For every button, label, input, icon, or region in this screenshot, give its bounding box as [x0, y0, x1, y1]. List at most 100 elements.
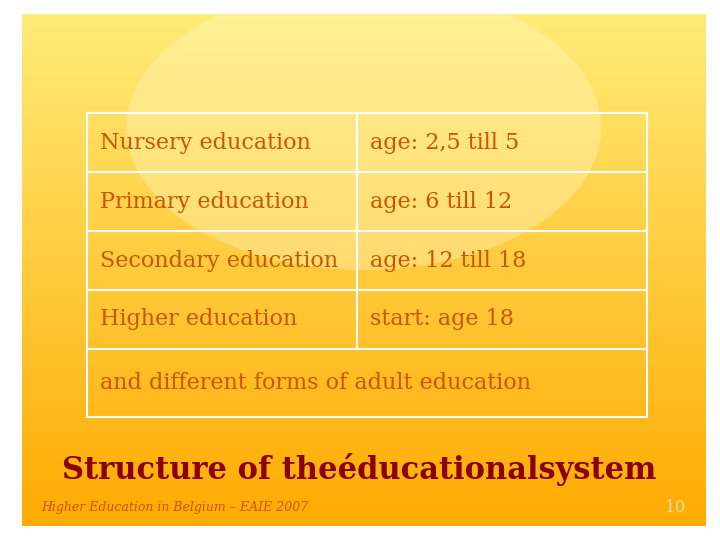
- Bar: [22, 209, 706, 212]
- Bar: [22, 185, 706, 188]
- Bar: [22, 191, 706, 193]
- Bar: [22, 443, 706, 446]
- Bar: [22, 71, 706, 73]
- Bar: [22, 182, 706, 185]
- Bar: [22, 461, 706, 463]
- Bar: [22, 100, 706, 103]
- Bar: [22, 153, 706, 156]
- Bar: [22, 303, 706, 306]
- Bar: [22, 346, 706, 349]
- Bar: [22, 510, 706, 512]
- Text: Structure of theéducationalsystem: Structure of theéducationalsystem: [62, 453, 657, 486]
- Bar: [22, 414, 706, 417]
- Bar: [22, 491, 706, 494]
- Bar: [22, 502, 706, 504]
- Bar: [22, 257, 706, 260]
- Bar: [22, 197, 706, 200]
- Bar: [22, 110, 706, 113]
- Text: age: 12 till 18: age: 12 till 18: [371, 249, 527, 272]
- Bar: [22, 23, 706, 25]
- Bar: [22, 471, 706, 474]
- Bar: [22, 139, 706, 142]
- Text: Nursery education: Nursery education: [100, 132, 311, 154]
- Bar: [22, 252, 706, 255]
- Bar: [22, 469, 706, 471]
- Text: Secondary education: Secondary education: [100, 249, 338, 272]
- Bar: [22, 237, 706, 239]
- Bar: [22, 380, 706, 383]
- Bar: [22, 68, 706, 70]
- Bar: [22, 97, 706, 99]
- Bar: [22, 170, 706, 173]
- Bar: [22, 91, 706, 94]
- Bar: [22, 122, 706, 125]
- Bar: [22, 132, 706, 135]
- Bar: [22, 163, 706, 166]
- Bar: [22, 18, 706, 21]
- Bar: [22, 221, 706, 224]
- Bar: [22, 187, 706, 190]
- Bar: [22, 464, 706, 467]
- Bar: [22, 204, 706, 207]
- Bar: [22, 264, 706, 267]
- Bar: [22, 338, 706, 340]
- Bar: [22, 387, 706, 390]
- Bar: [22, 177, 706, 179]
- Bar: [22, 228, 706, 231]
- Bar: [22, 16, 706, 19]
- Bar: [22, 503, 706, 506]
- Bar: [22, 226, 706, 229]
- Bar: [22, 184, 706, 186]
- Bar: [22, 305, 706, 308]
- Bar: [22, 330, 706, 333]
- Bar: [22, 81, 706, 84]
- Bar: [22, 477, 706, 480]
- Bar: [22, 168, 706, 171]
- Bar: [22, 286, 706, 289]
- Bar: [22, 310, 706, 313]
- Bar: [22, 404, 706, 407]
- Bar: [22, 64, 706, 66]
- Bar: [22, 274, 706, 277]
- Bar: [22, 375, 706, 377]
- Bar: [22, 148, 706, 150]
- Text: and different forms of adult education: and different forms of adult education: [100, 372, 531, 394]
- Bar: [22, 379, 706, 381]
- Bar: [22, 399, 706, 402]
- Bar: [22, 151, 706, 154]
- Bar: [22, 474, 706, 477]
- Bar: [22, 26, 706, 29]
- Bar: [22, 59, 706, 62]
- Bar: [22, 507, 706, 509]
- Bar: [22, 364, 706, 367]
- Bar: [22, 76, 706, 79]
- Bar: [22, 245, 706, 248]
- Bar: [22, 512, 706, 515]
- Bar: [22, 113, 706, 116]
- Bar: [22, 119, 706, 122]
- Bar: [22, 285, 706, 287]
- Bar: [22, 219, 706, 222]
- Bar: [22, 42, 706, 44]
- Text: Primary education: Primary education: [100, 191, 309, 213]
- Bar: [22, 235, 706, 238]
- Bar: [22, 47, 706, 50]
- Bar: [22, 406, 706, 408]
- Ellipse shape: [127, 0, 601, 270]
- Bar: [22, 247, 706, 249]
- Bar: [22, 341, 706, 343]
- Bar: [22, 324, 706, 326]
- Bar: [22, 125, 706, 128]
- Bar: [22, 326, 706, 328]
- Bar: [22, 158, 706, 160]
- Bar: [22, 129, 706, 132]
- Bar: [22, 136, 706, 138]
- Bar: [22, 411, 706, 414]
- Bar: [22, 385, 706, 388]
- Text: start: age 18: start: age 18: [371, 308, 515, 330]
- Bar: [22, 483, 706, 485]
- Bar: [22, 214, 706, 217]
- Bar: [22, 69, 706, 72]
- Bar: [22, 389, 706, 392]
- Bar: [22, 194, 706, 197]
